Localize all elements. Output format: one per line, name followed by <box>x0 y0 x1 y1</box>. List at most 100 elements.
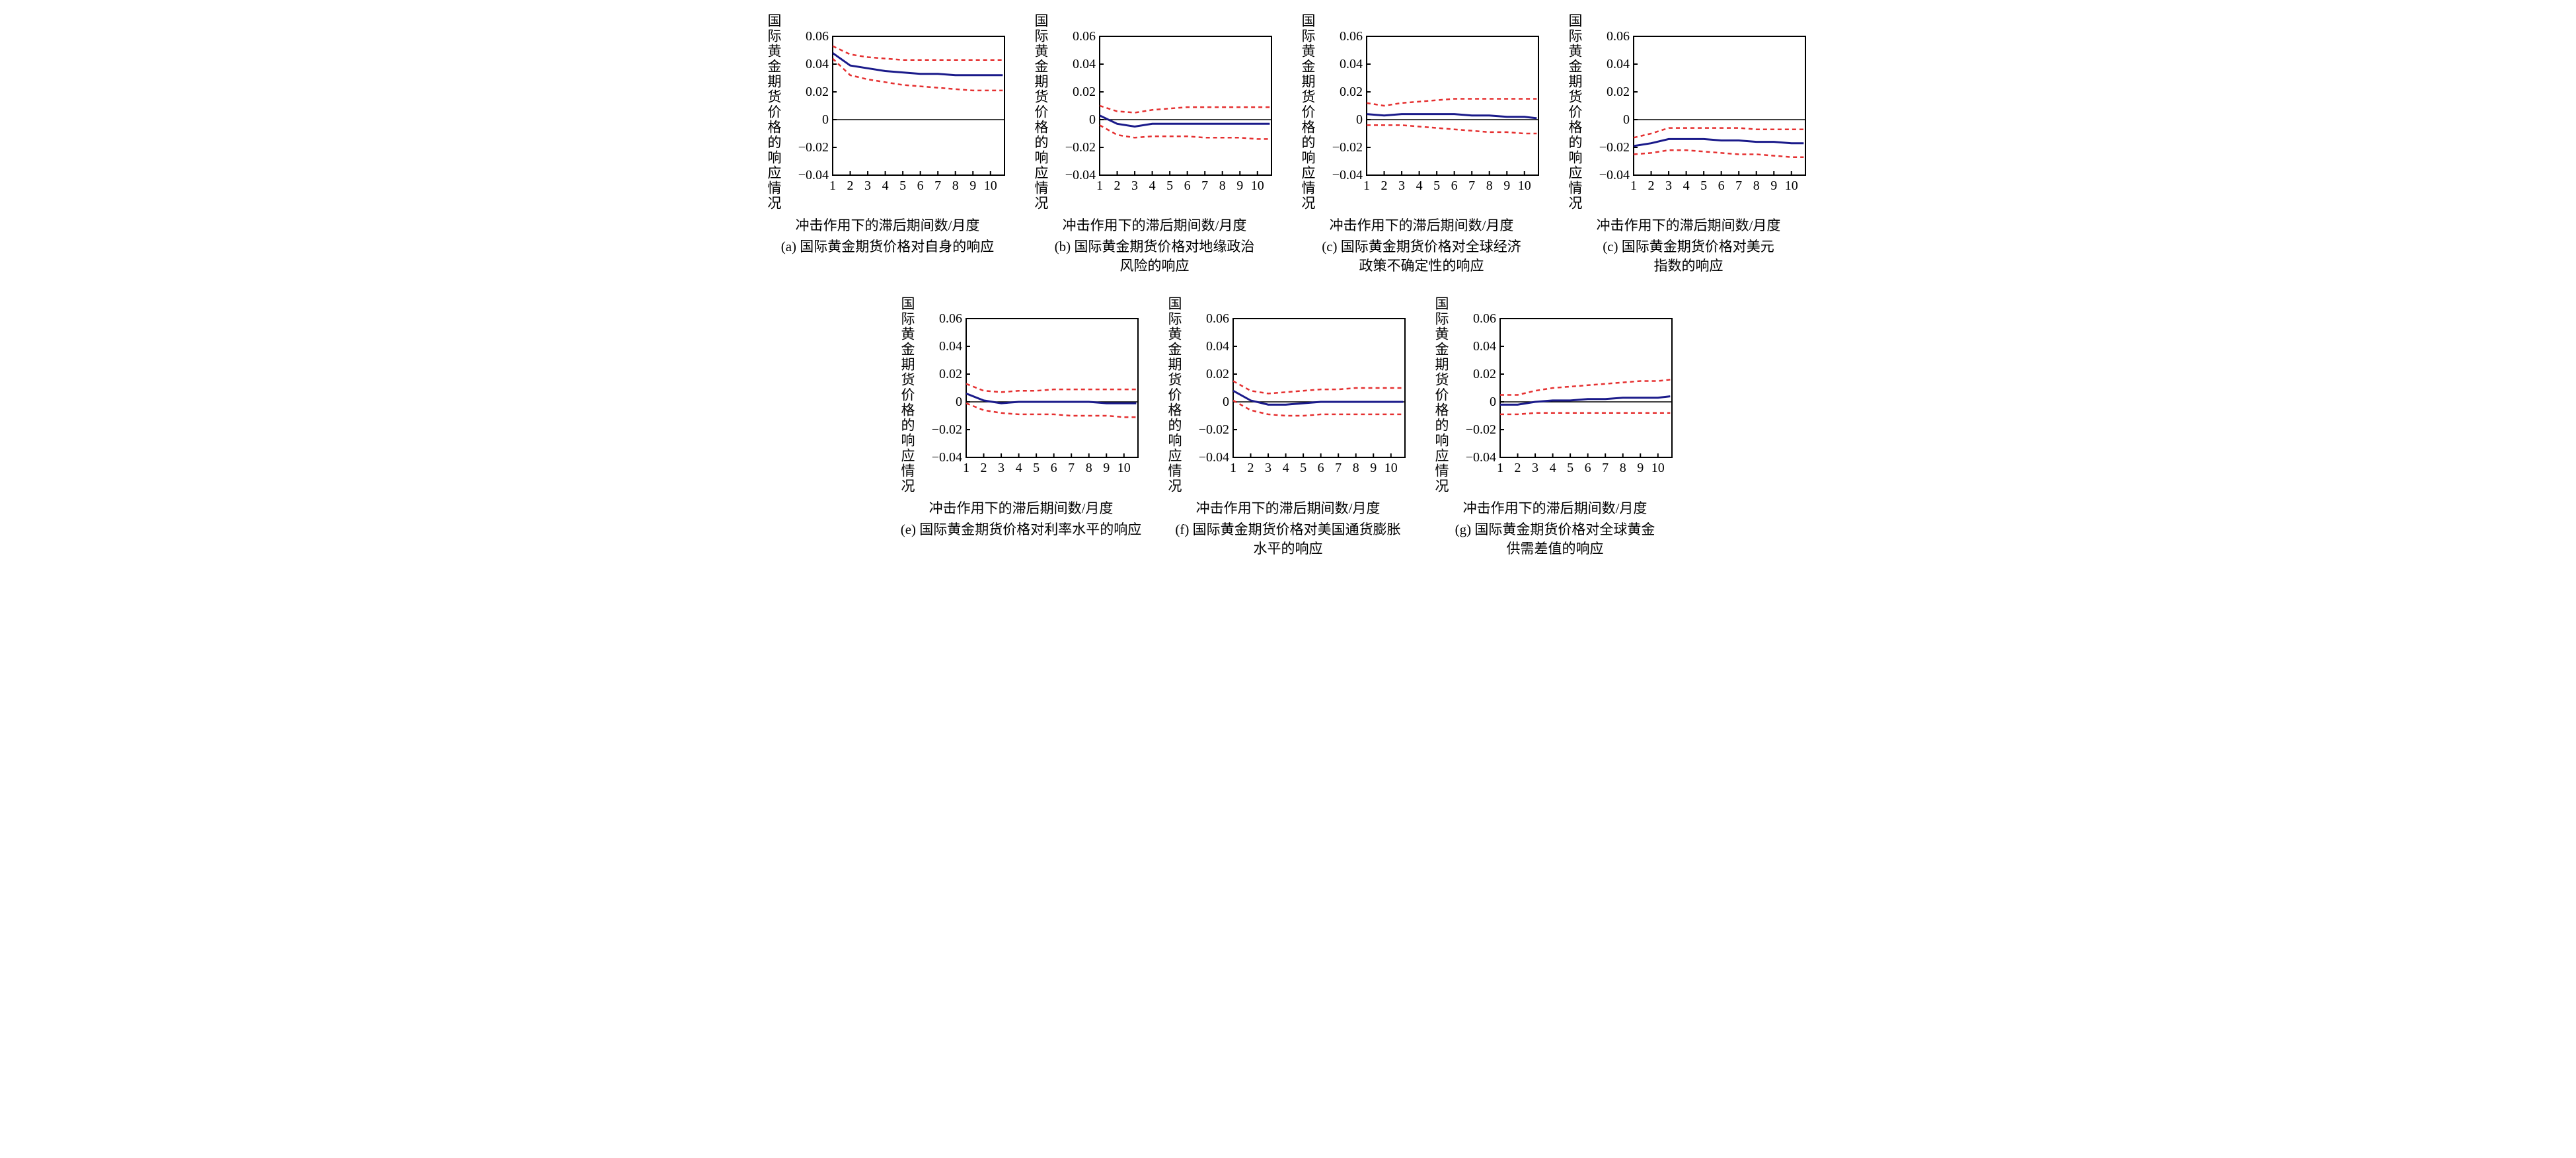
svg-text:−0.04: −0.04 <box>798 168 829 182</box>
panel-b-chart: −0.04−0.0200.020.040.0612345678910 <box>1053 30 1278 195</box>
svg-text:5: 5 <box>1567 461 1573 475</box>
svg-text:8: 8 <box>1753 178 1760 193</box>
panel-a: 国际黄金期货价格的响应情况−0.04−0.0200.020.040.061234… <box>764 13 1011 276</box>
svg-text:3: 3 <box>998 461 1004 475</box>
upper-ci-line <box>1500 380 1670 395</box>
lower-ci-line <box>1500 413 1670 414</box>
panel-caption: (g) 国际黄金期货价格对全球黄金供需差值的响应 <box>1455 520 1655 559</box>
y-axis-label: 国际黄金期货价格的响应情况 <box>1565 13 1585 211</box>
panel-e: 国际黄金期货价格的响应情况−0.04−0.0200.020.040.061234… <box>897 296 1145 559</box>
svg-text:10: 10 <box>1518 178 1531 193</box>
svg-text:10: 10 <box>1384 461 1398 475</box>
svg-text:3: 3 <box>1398 178 1405 193</box>
svg-text:0.02: 0.02 <box>806 85 829 99</box>
svg-text:5: 5 <box>899 178 906 193</box>
svg-text:−0.02: −0.02 <box>1466 422 1496 437</box>
chart-wrapper: 国际黄金期货价格的响应情况−0.04−0.0200.020.040.061234… <box>897 296 1145 494</box>
svg-text:4: 4 <box>1283 461 1289 475</box>
svg-text:2: 2 <box>847 178 854 193</box>
svg-text:−0.02: −0.02 <box>1199 422 1229 437</box>
svg-text:0.02: 0.02 <box>1607 85 1630 99</box>
x-axis-label: 冲击作用下的滞后期间数/月度 <box>1330 215 1514 235</box>
svg-text:4: 4 <box>1683 178 1690 193</box>
upper-ci-line <box>1233 381 1403 394</box>
svg-text:2: 2 <box>1648 178 1655 193</box>
y-axis-label: 国际黄金期货价格的响应情况 <box>897 296 917 494</box>
panel-d-chart: −0.04−0.0200.020.040.0612345678910 <box>1587 30 1812 195</box>
svg-text:9: 9 <box>1103 461 1110 475</box>
svg-text:9: 9 <box>1503 178 1510 193</box>
chart-wrapper: 国际黄金期货价格的响应情况−0.04−0.0200.020.040.061234… <box>1164 296 1412 494</box>
svg-text:10: 10 <box>984 178 997 193</box>
svg-text:0.04: 0.04 <box>1206 339 1229 354</box>
svg-text:1: 1 <box>1230 461 1236 475</box>
svg-text:4: 4 <box>882 178 889 193</box>
svg-text:3: 3 <box>1532 461 1538 475</box>
svg-text:3: 3 <box>1665 178 1672 193</box>
svg-text:8: 8 <box>1219 178 1226 193</box>
lower-ci-line <box>1367 125 1536 134</box>
panel-caption: (c) 国际黄金期货价格对美元指数的响应 <box>1603 237 1774 276</box>
lower-ci-line <box>1100 125 1269 139</box>
svg-text:−0.04: −0.04 <box>1466 450 1496 465</box>
svg-text:4: 4 <box>1149 178 1156 193</box>
panel-b: 国际黄金期货价格的响应情况−0.04−0.0200.020.040.061234… <box>1031 13 1278 276</box>
svg-text:−0.02: −0.02 <box>932 422 962 437</box>
svg-text:−0.04: −0.04 <box>1199 450 1229 465</box>
svg-text:8: 8 <box>952 178 959 193</box>
svg-text:0.06: 0.06 <box>1607 30 1630 44</box>
svg-text:8: 8 <box>1086 461 1092 475</box>
panel-d: 国际黄金期货价格的响应情况−0.04−0.0200.020.040.061234… <box>1565 13 1812 276</box>
svg-text:10: 10 <box>1251 178 1264 193</box>
svg-text:6: 6 <box>1718 178 1725 193</box>
svg-text:0.06: 0.06 <box>1206 312 1229 326</box>
svg-text:0.04: 0.04 <box>1607 57 1630 71</box>
response-line <box>1634 139 1803 146</box>
svg-text:4: 4 <box>1016 461 1022 475</box>
svg-text:7: 7 <box>1201 178 1208 193</box>
x-axis-label: 冲击作用下的滞后期间数/月度 <box>1463 498 1648 518</box>
svg-text:8: 8 <box>1353 461 1359 475</box>
svg-text:3: 3 <box>1131 178 1138 193</box>
y-axis-label: 国际黄金期货价格的响应情况 <box>1298 13 1318 211</box>
svg-text:0.04: 0.04 <box>1073 57 1096 71</box>
panel-caption: (c) 国际黄金期货价格对全球经济政策不确定性的响应 <box>1322 237 1521 276</box>
svg-text:2: 2 <box>1381 178 1388 193</box>
panel-f-chart: −0.04−0.0200.020.040.0612345678910 <box>1187 312 1412 477</box>
svg-text:1: 1 <box>1497 461 1503 475</box>
panel-caption: (a) 国际黄金期货价格对自身的响应 <box>781 237 995 256</box>
svg-text:0: 0 <box>1089 112 1096 127</box>
svg-text:0.06: 0.06 <box>1340 30 1363 44</box>
panel-caption: (e) 国际黄金期货价格对利率水平的响应 <box>901 520 1142 539</box>
panel-f: 国际黄金期货价格的响应情况−0.04−0.0200.020.040.061234… <box>1164 296 1412 559</box>
svg-text:10: 10 <box>1785 178 1798 193</box>
panel-caption: (f) 国际黄金期货价格对美国通货膨胀水平的响应 <box>1175 520 1400 559</box>
chart-row: 国际黄金期货价格的响应情况−0.04−0.0200.020.040.061234… <box>764 13 1812 276</box>
chart-wrapper: 国际黄金期货价格的响应情况−0.04−0.0200.020.040.061234… <box>1565 13 1812 211</box>
lower-ci-line <box>1634 150 1803 157</box>
chart-wrapper: 国际黄金期货价格的响应情况−0.04−0.0200.020.040.061234… <box>1431 296 1679 494</box>
svg-text:0: 0 <box>822 112 829 127</box>
svg-text:2: 2 <box>1248 461 1254 475</box>
svg-text:0.04: 0.04 <box>1473 339 1496 354</box>
chart-grid: 国际黄金期货价格的响应情况−0.04−0.0200.020.040.061234… <box>13 13 2563 559</box>
svg-text:6: 6 <box>1051 461 1057 475</box>
y-axis-label: 国际黄金期货价格的响应情况 <box>1431 296 1451 494</box>
svg-text:0: 0 <box>956 395 962 409</box>
svg-text:6: 6 <box>1451 178 1458 193</box>
panel-caption: (b) 国际黄金期货价格对地缘政治风险的响应 <box>1055 237 1255 276</box>
y-axis-label: 国际黄金期货价格的响应情况 <box>1031 13 1051 211</box>
svg-text:9: 9 <box>1236 178 1243 193</box>
svg-text:−0.02: −0.02 <box>1332 140 1363 155</box>
upper-ci-line <box>833 46 1003 59</box>
svg-text:0.06: 0.06 <box>1473 312 1496 326</box>
svg-text:5: 5 <box>1033 461 1040 475</box>
svg-text:1: 1 <box>1096 178 1103 193</box>
svg-text:8: 8 <box>1620 461 1626 475</box>
svg-text:0.02: 0.02 <box>1206 367 1229 381</box>
svg-text:5: 5 <box>1166 178 1173 193</box>
svg-text:4: 4 <box>1550 461 1556 475</box>
svg-text:0: 0 <box>1356 112 1363 127</box>
svg-text:4: 4 <box>1416 178 1423 193</box>
svg-text:1: 1 <box>829 178 836 193</box>
